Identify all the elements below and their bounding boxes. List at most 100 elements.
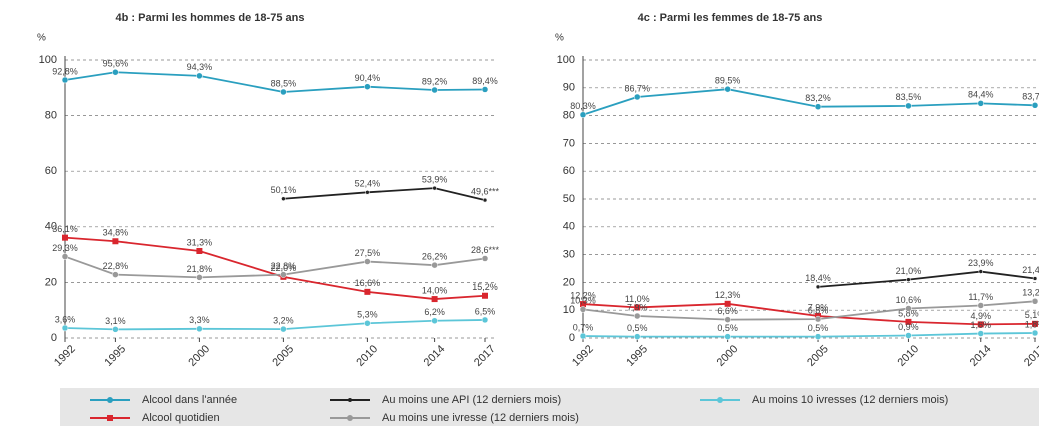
marker [906,277,911,282]
legend-marker [107,397,113,403]
marker [196,274,203,281]
marker [977,100,985,107]
legend-marker [107,415,113,421]
data-label: 89,5% [715,76,741,86]
data-label: 23,9% [968,258,994,268]
data-label: 7,9% [627,302,648,312]
data-label: 29,3% [52,243,78,253]
marker [633,93,641,101]
x-tick-label: 2000 [186,343,212,369]
y-tick-label: 0 [51,332,57,344]
marker [281,196,286,201]
data-label: 5,3% [357,310,378,320]
data-label: 84,4% [968,90,994,100]
data-label: 50,1% [271,185,297,195]
y-tick-label: 30 [563,249,575,261]
marker [978,269,984,274]
marker [634,304,641,311]
marker [364,83,371,90]
data-label: 13,2% [1022,288,1039,298]
data-label: 22,8% [103,261,129,271]
data-label: 3,3% [189,315,210,325]
marker [112,238,119,245]
y-tick-label: 90 [563,82,575,94]
data-label: 90,4% [355,73,381,83]
legend-label: Au moins une ivresse (12 derniers mois) [382,412,579,424]
marker [1032,320,1038,327]
legend-marker [348,398,352,402]
data-label: 28,6*** [471,245,500,255]
data-label: 3,2% [273,315,294,325]
data-label: 11,0% [625,294,650,304]
marker [814,315,822,323]
data-label: 10,3% [570,296,596,306]
marker [196,72,203,80]
data-label: 21,4% [1022,265,1039,275]
data-label: 4,9% [971,311,992,321]
x-tick-label: 2017 [1022,343,1039,369]
data-label: 0,9% [898,322,919,332]
x-tick-label: 2017 [472,343,498,369]
data-label: 83,5% [896,92,922,102]
data-label: 12,2% [570,290,596,300]
marker [977,321,984,328]
marker [633,312,641,320]
data-label: 6,6% [717,306,738,316]
marker [1031,298,1039,305]
marker [1031,329,1039,337]
y-tick-label: 50 [563,193,575,205]
marker [482,292,488,299]
marker [196,325,203,333]
data-label: 0,5% [627,323,648,333]
data-label: 6,2% [424,307,445,317]
data-label: 0,5% [808,323,829,333]
marker [112,271,119,278]
y-tick-label: 0 [569,332,575,344]
data-label: 31,3% [187,237,213,247]
x-tick-label: 2014 [968,343,994,369]
data-label: 36,1% [52,224,78,234]
data-label: 34,8% [103,228,129,238]
data-label: 21,8% [187,264,213,274]
data-label: 86,7% [624,83,650,93]
data-label: 0,7% [573,322,594,332]
y-tick-label: 70 [563,137,575,149]
x-tick-label: 2014 [422,343,448,369]
marker [579,332,587,340]
data-label: 22,8% [271,261,297,271]
data-label: 88,5% [271,78,297,88]
data-label: 3,6% [55,314,76,324]
data-label: 21,0% [896,266,922,276]
data-label: 83,2% [805,93,831,103]
y-tick-label: 80 [563,110,575,122]
series-line [817,270,1036,288]
y-tick-label: 100 [39,54,57,66]
x-tick-label: 2005 [270,343,296,369]
marker [1031,102,1039,109]
x-tick-label: 2005 [805,343,831,369]
marker [481,255,489,262]
marker [112,326,119,333]
legend-label: Alcool quotidien [142,412,220,424]
data-label: 3,1% [105,316,126,326]
data-label: 26,2% [422,252,448,262]
data-label: 1,6% [971,320,992,330]
chart-title: 4b : Parmi les hommes de 18-75 ans [116,12,305,24]
y-axis-label: % [555,33,564,44]
marker [280,325,287,333]
data-label: 6,8% [808,305,829,315]
marker [365,190,370,195]
marker [280,88,287,96]
marker [633,333,641,340]
marker [432,185,437,191]
data-label: 92,8% [52,66,78,76]
x-tick-label: 1992 [570,343,596,369]
data-label: 22,0% [271,263,297,273]
y-tick-label: 60 [45,165,57,177]
marker [364,320,371,327]
x-tick-label: 1995 [102,343,128,369]
legend-background [60,388,1039,426]
series-line [582,332,1036,338]
marker [977,330,985,337]
